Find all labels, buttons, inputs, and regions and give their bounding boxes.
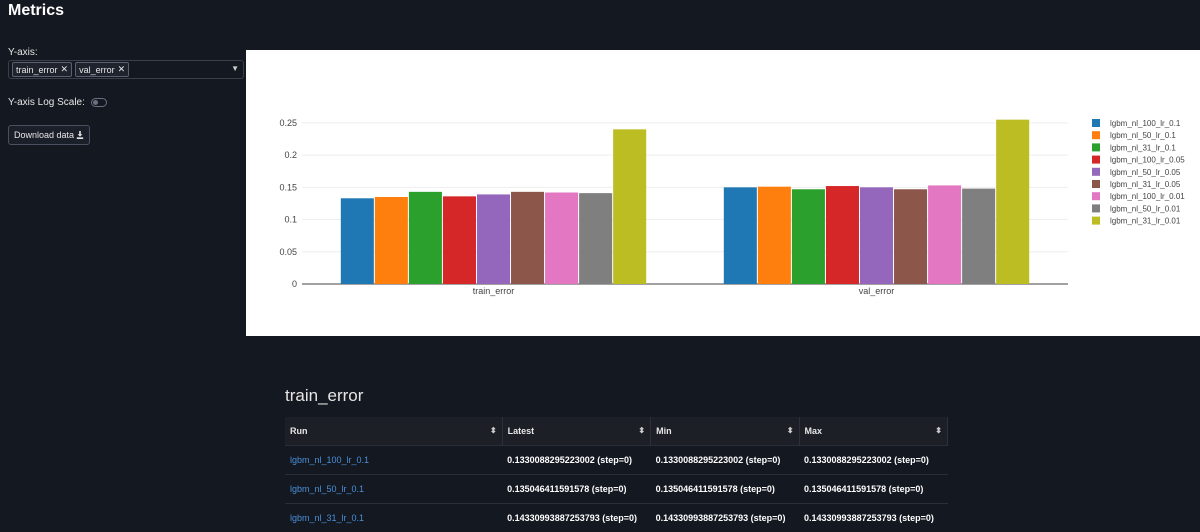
remove-chip-icon[interactable]: ✕ (117, 64, 126, 74)
table-header-row: Run ⬍ Latest ⬍ Min ⬍ Max ⬍ (285, 417, 949, 446)
bar (579, 193, 613, 284)
bar (757, 186, 791, 284)
bar (340, 198, 374, 284)
download-icon (76, 131, 84, 139)
legend-label: lgbm_nl_100_lr_0.01 (1110, 192, 1185, 201)
download-data-button[interactable]: Download data (8, 125, 90, 145)
run-link[interactable]: lgbm_nl_100_lr_0.1 (290, 455, 370, 465)
x-tick-label: train_error (473, 286, 515, 296)
min-cell: 0.1330088295223002 (step=0) (650, 445, 800, 475)
bar (859, 187, 894, 284)
max-cell: 0.14330993887253793 (step=0) (799, 503, 948, 532)
y-tick-label: 0.25 (279, 118, 297, 128)
bar (996, 119, 1030, 285)
column-header-max[interactable]: Max ⬍ (799, 417, 949, 446)
max-cell: 0.1330088295223002 (step=0) (799, 445, 948, 475)
legend-label: lgbm_nl_31_lr_0.01 (1110, 217, 1181, 226)
legend-swatch (1092, 192, 1100, 201)
bar (511, 191, 545, 284)
y-tick-label: 0.05 (279, 247, 297, 257)
min-cell: 0.14330993887253793 (step=0) (650, 503, 800, 532)
column-header-label: Max (804, 426, 823, 436)
legend-swatch (1092, 167, 1100, 176)
run-link[interactable]: lgbm_nl_31_lr_0.1 (290, 513, 365, 523)
column-header-label: Run (290, 426, 308, 436)
bar-chart-svg: 0 0.05 0.1 0.15 0.2 0.25 train_error val_error l… (279, 118, 1185, 296)
metric-chip-label: train_error (16, 64, 58, 75)
metric-chip: val_error ✕ (75, 62, 130, 77)
sort-icon[interactable]: ⬍ (786, 426, 794, 435)
metric-chip-label: val_error (79, 64, 115, 75)
bar (408, 191, 442, 284)
table-row: lgbm_nl_100_lr_0.1 0.1330088295223002 (s… (285, 445, 948, 475)
bar (476, 194, 511, 284)
legend-label: lgbm_nl_31_lr_0.05 (1110, 180, 1181, 189)
latest-cell: 0.14330993887253793 (step=0) (502, 503, 651, 532)
runs-table: Run ⬍ Latest ⬍ Min ⬍ Max ⬍ lgbm_nl_100_l… (285, 417, 949, 532)
sort-icon[interactable]: ⬍ (489, 426, 497, 435)
legend-label: lgbm_nl_100_lr_0.1 (1110, 119, 1181, 128)
y-tick-label: 0.15 (279, 182, 297, 192)
metric-chip: train_error ✕ (12, 62, 73, 77)
bar (442, 196, 476, 284)
legend-label: lgbm_nl_50_lr_0.01 (1110, 204, 1181, 213)
y-tick-label: 0.1 (284, 215, 297, 225)
legend-swatch (1092, 204, 1100, 213)
column-header-latest[interactable]: Latest ⬍ (502, 417, 652, 446)
latest-cell: 0.135046411591578 (step=0) (502, 474, 651, 504)
min-cell: 0.135046411591578 (step=0) (650, 474, 800, 504)
page-title: Metrics (8, 2, 65, 19)
remove-chip-icon[interactable]: ✕ (60, 64, 69, 74)
log-scale-toggle[interactable] (90, 98, 107, 107)
column-header-label: Min (656, 426, 672, 436)
legend-swatch (1092, 180, 1100, 188)
table-section-title: train_error (285, 386, 364, 405)
latest-cell: 0.1330088295223002 (step=0) (502, 445, 651, 475)
legend-swatch (1092, 216, 1100, 225)
run-cell: lgbm_nl_31_lr_0.1 (285, 503, 503, 532)
metric-multiselect[interactable]: train_error ✕ val_error ✕ ▼ (8, 60, 244, 79)
legend-label: lgbm_nl_50_lr_0.05 (1110, 168, 1181, 177)
download-button-label: Download data (13, 130, 75, 140)
legend-swatch (1092, 119, 1100, 127)
legend-swatch (1092, 131, 1100, 140)
max-cell: 0.135046411591578 (step=0) (799, 474, 948, 504)
run-cell: lgbm_nl_50_lr_0.1 (285, 474, 503, 504)
legend-swatch (1092, 155, 1100, 164)
yaxis-label: Y-axis: (8, 47, 38, 58)
legend-label: lgbm_nl_100_lr_0.05 (1110, 156, 1185, 165)
x-tick-label: val_error (859, 286, 895, 296)
y-tick-label: 0.2 (284, 150, 297, 160)
chevron-down-icon[interactable]: ▼ (231, 64, 239, 73)
legend-label: lgbm_nl_50_lr_0.1 (1110, 131, 1176, 140)
table-row: lgbm_nl_31_lr_0.1 0.14330993887253793 (s… (285, 503, 948, 532)
metrics-chart[interactable]: 0 0.05 0.1 0.15 0.2 0.25 train_error val_error l… (246, 50, 1200, 336)
bar (894, 189, 928, 284)
bar (723, 187, 757, 284)
bar (374, 197, 408, 284)
column-header-label: Latest (507, 426, 535, 436)
bar (545, 192, 579, 284)
bar (962, 188, 996, 284)
run-link[interactable]: lgbm_nl_50_lr_0.1 (290, 484, 365, 494)
bar (825, 186, 859, 284)
bar (928, 185, 962, 284)
legend-swatch (1092, 143, 1100, 152)
column-header-min[interactable]: Min ⬍ (650, 417, 800, 446)
bar (613, 129, 647, 284)
run-cell: lgbm_nl_100_lr_0.1 (285, 445, 503, 475)
column-header-run[interactable]: Run ⬍ (285, 417, 503, 446)
log-scale-row: Y-axis Log Scale: (8, 97, 107, 108)
sort-icon[interactable]: ⬍ (935, 426, 942, 435)
sort-icon[interactable]: ⬍ (638, 426, 646, 435)
legend-label: lgbm_nl_31_lr_0.1 (1110, 143, 1176, 152)
bar (791, 189, 825, 284)
table-row: lgbm_nl_50_lr_0.1 0.135046411591578 (ste… (285, 474, 948, 504)
log-scale-label: Y-axis Log Scale: (8, 97, 85, 108)
y-tick-label: 0 (292, 279, 297, 289)
